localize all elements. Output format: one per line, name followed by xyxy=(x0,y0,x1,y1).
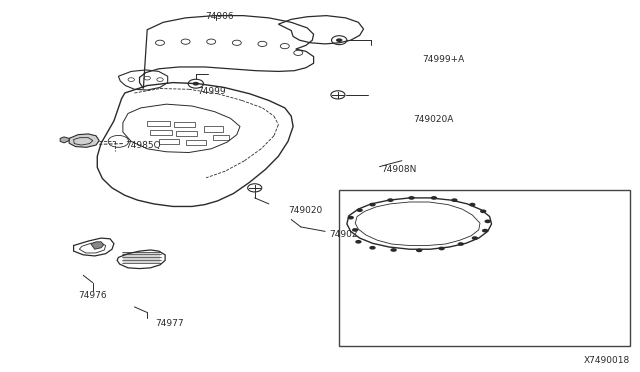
Circle shape xyxy=(369,246,376,250)
Polygon shape xyxy=(60,137,69,143)
Circle shape xyxy=(482,229,488,232)
Circle shape xyxy=(472,236,478,240)
Circle shape xyxy=(408,196,415,200)
Text: 74908N: 74908N xyxy=(381,165,416,174)
Circle shape xyxy=(451,198,458,202)
Circle shape xyxy=(469,203,476,206)
Circle shape xyxy=(355,240,362,244)
Text: 74976: 74976 xyxy=(79,291,107,300)
Text: 74902: 74902 xyxy=(330,230,358,239)
Circle shape xyxy=(193,82,199,86)
Circle shape xyxy=(390,248,397,252)
Circle shape xyxy=(356,208,363,212)
Circle shape xyxy=(458,242,464,246)
Circle shape xyxy=(369,203,376,206)
Text: 74999: 74999 xyxy=(197,87,225,96)
Bar xyxy=(339,190,630,346)
Text: 74906: 74906 xyxy=(205,12,234,21)
Circle shape xyxy=(416,248,422,252)
Text: 749020: 749020 xyxy=(288,206,323,215)
Circle shape xyxy=(484,219,491,223)
Circle shape xyxy=(480,209,486,213)
Polygon shape xyxy=(91,242,104,249)
Text: X7490018: X7490018 xyxy=(584,356,630,365)
Text: 74999+A: 74999+A xyxy=(422,55,465,64)
Text: 749020A: 749020A xyxy=(413,115,453,124)
Circle shape xyxy=(336,38,342,42)
Circle shape xyxy=(348,216,354,219)
Circle shape xyxy=(352,228,358,232)
Text: 74985Q: 74985Q xyxy=(125,141,161,150)
Text: 74977: 74977 xyxy=(156,319,184,328)
Circle shape xyxy=(431,196,437,200)
Polygon shape xyxy=(69,134,99,147)
Circle shape xyxy=(438,247,445,250)
Circle shape xyxy=(387,198,394,202)
